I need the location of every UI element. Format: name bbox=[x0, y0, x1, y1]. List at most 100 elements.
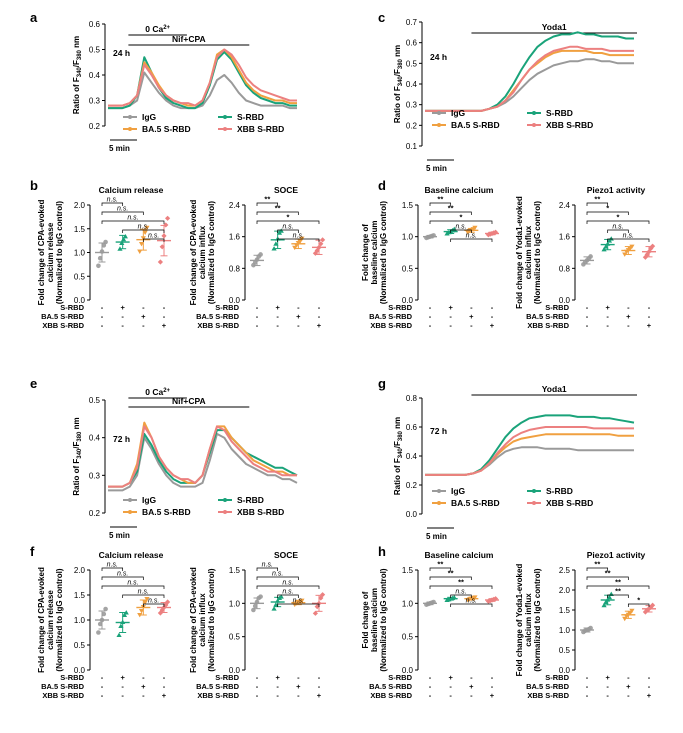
significance-label: * bbox=[287, 213, 290, 222]
condition-sign: + bbox=[626, 312, 631, 321]
scale-bar-label: 5 min bbox=[109, 531, 130, 540]
significance-bracket bbox=[429, 211, 472, 215]
y-axis-label: Fold change of CPA-evoked bbox=[189, 200, 198, 306]
condition-sign: - bbox=[429, 682, 432, 691]
y-axis-label: (Normalized to IgG control) bbox=[533, 201, 542, 304]
significance-bracket bbox=[450, 594, 472, 598]
condition-sign: - bbox=[586, 691, 589, 700]
legend-label: IgG bbox=[451, 108, 466, 118]
panel-letter: b bbox=[30, 178, 38, 193]
trace-panel-c: c 0.1 0.2 0.3 0.4 0.5 0.6 0.7 Ratio of F340/F380… bbox=[378, 10, 637, 173]
condition-label: BA.5 S-RBD bbox=[369, 312, 413, 321]
legend-label: XBB S-RBD bbox=[237, 124, 284, 134]
condition-sign: - bbox=[276, 312, 279, 321]
y-tick-label: 0.0 bbox=[402, 666, 414, 675]
annotation-label: Nif+CPA bbox=[172, 396, 206, 406]
significance-label: n.s. bbox=[282, 589, 293, 596]
condition-label: XBB S-RBD bbox=[527, 321, 569, 330]
y-axis-label: calcium release bbox=[46, 590, 55, 650]
significance-label: ** bbox=[275, 204, 281, 213]
significance-label: ** bbox=[605, 569, 611, 578]
condition-sign: + bbox=[162, 321, 167, 330]
dot-panel-f1: f Calcium release 0.0 0.5 1.0 1.5 2.0 Fold chan… bbox=[30, 544, 171, 700]
significance-bracket bbox=[256, 202, 279, 206]
significance-label: n.s. bbox=[466, 598, 477, 605]
significance-bracket bbox=[607, 594, 629, 598]
significance-bracket bbox=[429, 220, 493, 224]
y-axis-label: (Normalized to IgG control) bbox=[207, 201, 216, 304]
annotation-label: Nif+CPA bbox=[172, 34, 206, 44]
y-tick-label: 0.4 bbox=[89, 71, 101, 80]
condition-sign: + bbox=[605, 303, 610, 312]
condition-sign: - bbox=[318, 673, 321, 682]
significance-bracket bbox=[586, 220, 650, 224]
legend-label: XBB S-RBD bbox=[546, 498, 593, 508]
y-tick-label: 0.0 bbox=[402, 296, 414, 305]
significance-bracket bbox=[607, 238, 650, 242]
significance-label: n.s. bbox=[272, 571, 283, 578]
condition-sign: + bbox=[490, 321, 495, 330]
significance-bracket bbox=[450, 603, 493, 607]
legend-marker bbox=[128, 127, 132, 131]
condition-label: BA.5 S-RBD bbox=[41, 682, 85, 691]
condition-sign: + bbox=[605, 673, 610, 682]
legend-marker bbox=[532, 489, 536, 493]
condition-sign: - bbox=[586, 682, 589, 691]
legend-label: BA.5 S-RBD bbox=[142, 507, 191, 517]
time-label: 24 h bbox=[113, 48, 130, 58]
data-point bbox=[258, 252, 263, 257]
condition-sign: - bbox=[491, 673, 494, 682]
y-tick-label: 1.0 bbox=[402, 599, 414, 608]
y-tick-label: 0.2 bbox=[89, 509, 101, 518]
condition-label: S-RBD bbox=[388, 303, 412, 312]
condition-sign: - bbox=[163, 312, 166, 321]
condition-sign: - bbox=[586, 303, 589, 312]
significance-label: n.s. bbox=[455, 589, 466, 596]
y-tick-label: 1.6 bbox=[559, 233, 571, 242]
condition-label: XBB S-RBD bbox=[370, 321, 412, 330]
y-tick-label: 0.3 bbox=[406, 101, 418, 110]
y-tick-label: 0.7 bbox=[406, 18, 418, 27]
condition-sign: - bbox=[297, 321, 300, 330]
significance-label: n.s. bbox=[623, 233, 634, 240]
data-point bbox=[299, 598, 305, 604]
condition-sign: - bbox=[627, 303, 630, 312]
y-tick-label: 0.5 bbox=[89, 46, 101, 55]
significance-bracket bbox=[586, 567, 609, 571]
y-tick-label: 0.0 bbox=[406, 510, 418, 519]
y-axis-label: calcium influx bbox=[198, 593, 207, 647]
y-tick-label: 0.4 bbox=[406, 452, 418, 461]
chart-title: SOCE bbox=[274, 185, 298, 195]
significance-bracket bbox=[586, 585, 650, 589]
legend-label: IgG bbox=[142, 495, 157, 505]
condition-sign: + bbox=[296, 312, 301, 321]
y-axis-label: Fold change of CPA-evoked bbox=[189, 567, 198, 673]
series-line-s-rbd bbox=[425, 31, 634, 112]
y-axis-label: (Normalized to IgG control) bbox=[55, 568, 64, 671]
condition-sign: - bbox=[256, 673, 259, 682]
condition-sign: - bbox=[142, 321, 145, 330]
data-point bbox=[320, 592, 326, 598]
condition-sign: - bbox=[121, 312, 124, 321]
data-point bbox=[97, 255, 103, 261]
series-line-s-rbd bbox=[425, 414, 635, 476]
condition-sign: - bbox=[606, 691, 609, 700]
significance-bracket bbox=[277, 603, 320, 607]
condition-label: XBB S-RBD bbox=[527, 691, 569, 700]
data-point bbox=[144, 597, 150, 602]
significance-label: ** bbox=[594, 195, 600, 204]
data-point bbox=[588, 625, 593, 631]
legend-marker bbox=[128, 510, 132, 514]
data-point bbox=[119, 240, 125, 245]
series-line-igg bbox=[425, 446, 634, 476]
y-tick-label: 1.5 bbox=[229, 566, 241, 575]
data-point bbox=[252, 603, 258, 609]
dot-panel-h1: h Baseline calcium 0.0 0.5 1.0 1.5 Fold change… bbox=[361, 544, 499, 700]
condition-sign: - bbox=[101, 321, 104, 330]
condition-sign: - bbox=[318, 303, 321, 312]
y-tick-label: 0.4 bbox=[89, 434, 101, 443]
significance-bracket bbox=[256, 567, 279, 571]
condition-sign: + bbox=[626, 682, 631, 691]
condition-sign: - bbox=[256, 303, 259, 312]
y-tick-label: 0.1 bbox=[406, 142, 418, 151]
